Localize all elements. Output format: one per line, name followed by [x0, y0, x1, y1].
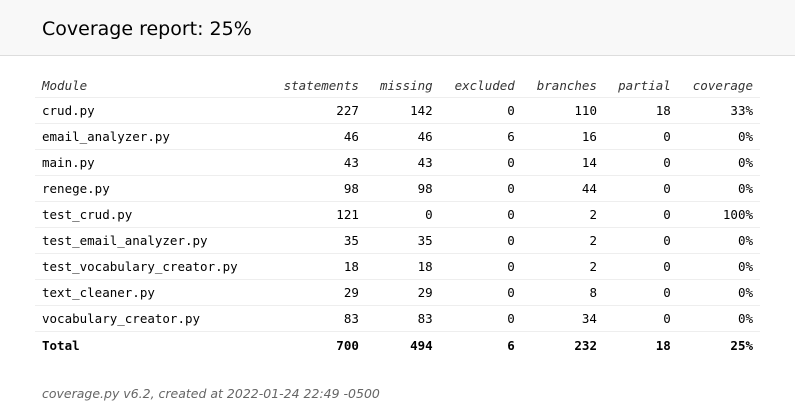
table-row: main.py 43 43 0 14 0 0%	[35, 149, 760, 176]
total-partial: 18	[655, 337, 671, 353]
cell-missing: 35	[365, 227, 440, 254]
cell-excluded: 0	[439, 97, 522, 124]
table-row: crud.py 227 142 0 110 18 33%	[35, 97, 760, 124]
page-title: Coverage report: 25%	[42, 18, 252, 40]
column-header-branches[interactable]: branches	[521, 73, 604, 98]
table-row: test_crud.py 121 0 0 2 0 100%	[35, 201, 760, 228]
cell-missing: 98	[365, 175, 440, 202]
cell-coverage: 0%	[677, 175, 760, 202]
cell-branches: 2	[521, 253, 604, 280]
module-link[interactable]: test_crud.py	[35, 201, 268, 228]
cell-branches: 16	[521, 123, 604, 150]
column-header-module[interactable]: Module	[35, 73, 268, 98]
cell-statements: 121	[267, 201, 366, 228]
cell-missing: 29	[365, 279, 440, 306]
cell-excluded: 0	[439, 175, 522, 202]
cell-coverage: 0%	[677, 305, 760, 332]
cell-partial: 0	[603, 123, 678, 150]
header-row: Module statements missing excluded branc…	[35, 73, 760, 98]
column-header-excluded[interactable]: excluded	[439, 73, 522, 98]
cell-branches: 110	[521, 97, 604, 124]
cell-excluded: 0	[439, 253, 522, 280]
module-link[interactable]: email_analyzer.py	[35, 123, 268, 150]
report-footer: coverage.py v6.2, created at 2022-01-24 …	[42, 386, 380, 401]
cell-partial: 0	[603, 149, 678, 176]
cell-statements: 29	[267, 279, 366, 306]
total-missing: 494	[410, 337, 433, 353]
cell-excluded: 0	[439, 149, 522, 176]
column-header-missing[interactable]: missing	[365, 73, 440, 98]
cell-coverage: 0%	[677, 279, 760, 306]
cell-partial: 0	[603, 201, 678, 228]
coverage-table: Module statements missing excluded branc…	[35, 73, 760, 358]
cell-missing: 0	[365, 201, 440, 228]
total-branches: 232	[574, 337, 597, 353]
cell-coverage: 0%	[677, 253, 760, 280]
cell-coverage: 100%	[677, 201, 760, 228]
cell-partial: 0	[603, 305, 678, 332]
cell-excluded: 0	[439, 201, 522, 228]
cell-coverage: 0%	[677, 149, 760, 176]
cell-statements: 227	[267, 97, 366, 124]
cell-branches: 34	[521, 305, 604, 332]
table-row: email_analyzer.py 46 46 6 16 0 0%	[35, 123, 760, 150]
module-link[interactable]: text_cleaner.py	[35, 279, 268, 306]
cell-partial: 0	[603, 227, 678, 254]
cell-statements: 35	[267, 227, 366, 254]
total-statements: 700	[336, 337, 359, 353]
module-link[interactable]: main.py	[35, 149, 268, 176]
cell-branches: 44	[521, 175, 604, 202]
cell-missing: 142	[365, 97, 440, 124]
cell-branches: 2	[521, 201, 604, 228]
cell-statements: 18	[267, 253, 366, 280]
cell-excluded: 0	[439, 279, 522, 306]
module-link[interactable]: test_vocabulary_creator.py	[35, 253, 268, 280]
cell-excluded: 0	[439, 305, 522, 332]
cell-statements: 98	[267, 175, 366, 202]
module-link[interactable]: vocabulary_creator.py	[35, 305, 268, 332]
column-header-coverage[interactable]: coverage	[677, 73, 760, 98]
total-row: Total 700 494 6 232 18 25%	[35, 332, 760, 359]
module-link[interactable]: crud.py	[35, 97, 268, 124]
cell-statements: 83	[267, 305, 366, 332]
total-coverage: 25%	[730, 337, 753, 353]
cell-coverage: 0%	[677, 123, 760, 150]
cell-partial: 18	[603, 97, 678, 124]
cell-coverage: 0%	[677, 227, 760, 254]
cell-branches: 14	[521, 149, 604, 176]
cell-excluded: 6	[439, 123, 522, 150]
cell-statements: 46	[267, 123, 366, 150]
cell-statements: 43	[267, 149, 366, 176]
table-row: test_vocabulary_creator.py 18 18 0 2 0 0%	[35, 253, 760, 280]
cell-partial: 0	[603, 279, 678, 306]
column-header-partial[interactable]: partial	[603, 73, 678, 98]
cell-missing: 43	[365, 149, 440, 176]
column-header-statements[interactable]: statements	[267, 73, 366, 98]
table-row: vocabulary_creator.py 83 83 0 34 0 0%	[35, 305, 760, 332]
cell-missing: 46	[365, 123, 440, 150]
cell-partial: 0	[603, 253, 678, 280]
module-link[interactable]: renege.py	[35, 175, 268, 202]
cell-missing: 83	[365, 305, 440, 332]
table-row: renege.py 98 98 0 44 0 0%	[35, 175, 760, 202]
report-content: Module statements missing excluded branc…	[0, 56, 795, 358]
page-header: Coverage report: 25%	[0, 0, 795, 56]
cell-branches: 8	[521, 279, 604, 306]
cell-partial: 0	[603, 175, 678, 202]
table-row: test_email_analyzer.py 35 35 0 2 0 0%	[35, 227, 760, 254]
cell-branches: 2	[521, 227, 604, 254]
module-link[interactable]: test_email_analyzer.py	[35, 227, 268, 254]
total-label: Total	[42, 337, 80, 353]
cell-coverage: 33%	[677, 97, 760, 124]
table-row: text_cleaner.py 29 29 0 8 0 0%	[35, 279, 760, 306]
cell-missing: 18	[365, 253, 440, 280]
total-excluded: 6	[507, 337, 515, 353]
cell-excluded: 0	[439, 227, 522, 254]
